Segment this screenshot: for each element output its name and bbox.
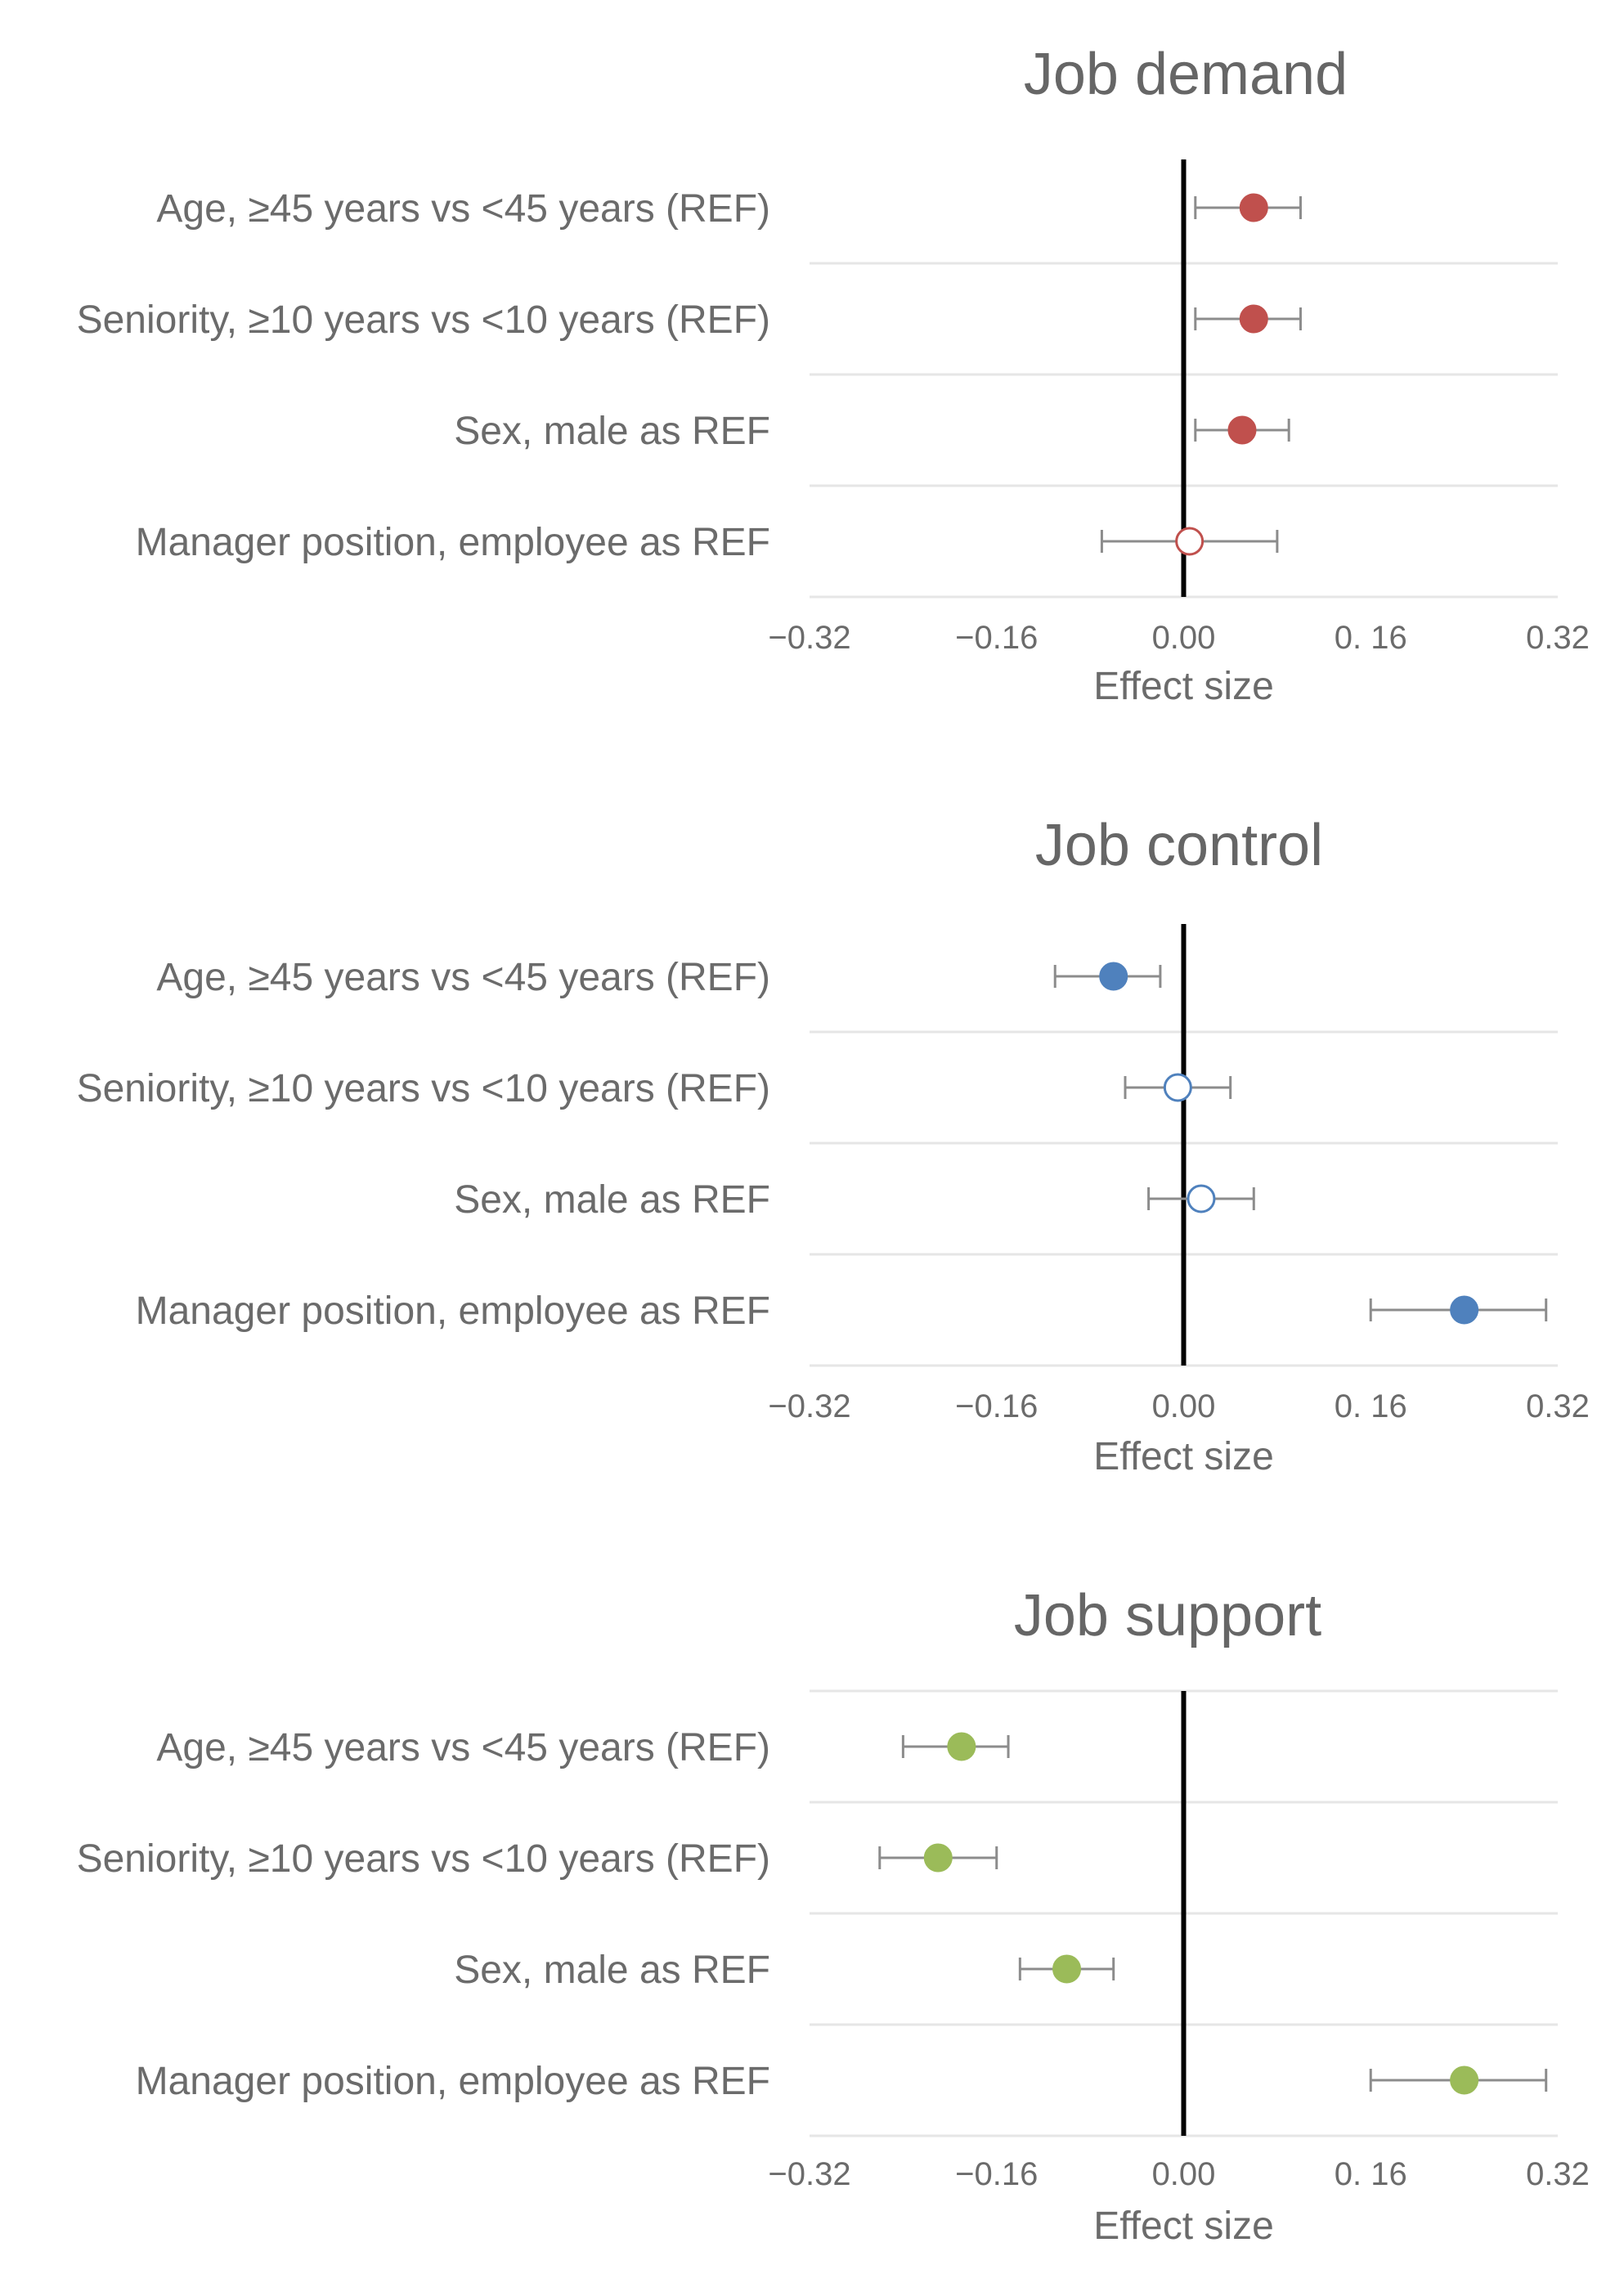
point-estimate (1239, 304, 1268, 334)
point-estimate-nonsignificant (1187, 1184, 1216, 1213)
point-estimate (1239, 193, 1268, 222)
x-axis-title: Effect size (1093, 665, 1274, 708)
x-tick-label: −0.32 (768, 620, 850, 656)
row-label: Seniority, ≥10 years vs <10 years (REF) (77, 1837, 770, 1881)
row-label: Sex, male as REF (454, 1178, 770, 1222)
row-label: Age, ≥45 years vs <45 years (REF) (156, 1726, 770, 1769)
x-axis-title: Effect size (1093, 2205, 1274, 2248)
x-axis-title: Effect size (1093, 1435, 1274, 1478)
x-tick-label: −0.16 (955, 620, 1038, 656)
point-estimate (923, 1843, 953, 1873)
panel-job-demand: Job demand Age, ≥45 years vs <45 years (R… (77, 42, 1590, 708)
row-label: Sex, male as REF (454, 410, 770, 453)
x-tick-label: 0.32 (1526, 1388, 1590, 1424)
x-tick-label: −0.32 (768, 2156, 850, 2192)
x-tick-label: 0.32 (1526, 2156, 1590, 2192)
x-tick-label: 0.00 (1152, 2156, 1216, 2192)
row-label: Manager position, employee as REF (136, 2060, 770, 2103)
x-tick-label: −0.16 (955, 1388, 1038, 1424)
point-estimate (1450, 1295, 1479, 1325)
panel-title: Job demand (1024, 42, 1348, 107)
point-estimate (1052, 1954, 1082, 1984)
row-label: Seniority, ≥10 years vs <10 years (REF) (77, 1067, 770, 1110)
row-label: Manager position, employee as REF (136, 521, 770, 564)
x-tick-label: 0.00 (1152, 1388, 1216, 1424)
row-label: Sex, male as REF (454, 1949, 770, 1992)
row-label: Age, ≥45 years vs <45 years (REF) (156, 187, 770, 231)
row-label: Manager position, employee as REF (136, 1290, 770, 1333)
x-tick-label: 0. 16 (1335, 620, 1407, 656)
x-tick-label: 0. 16 (1335, 1388, 1407, 1424)
panel-title: Job support (1014, 1583, 1321, 1648)
x-tick-label: −0.32 (768, 1388, 850, 1424)
row-label: Seniority, ≥10 years vs <10 years (REF) (77, 298, 770, 342)
point-estimate-nonsignificant (1175, 527, 1205, 556)
point-estimate-nonsignificant (1163, 1073, 1192, 1102)
panel-job-support: Job support Age, ≥45 years vs <45 years (… (77, 1583, 1590, 2248)
row-label: Age, ≥45 years vs <45 years (REF) (156, 956, 770, 999)
x-tick-label: 0.32 (1526, 620, 1590, 656)
x-tick-label: 0. 16 (1335, 2156, 1407, 2192)
x-tick-label: −0.16 (955, 2156, 1038, 2192)
point-estimate (1099, 962, 1128, 991)
panel-title: Job control (1035, 813, 1323, 878)
point-estimate (1227, 415, 1257, 445)
point-estimate (947, 1732, 976, 1761)
panel-job-control: Job control Age, ≥45 years vs <45 years (… (77, 813, 1590, 1478)
x-tick-label: 0.00 (1152, 620, 1216, 656)
point-estimate (1450, 2065, 1479, 2095)
